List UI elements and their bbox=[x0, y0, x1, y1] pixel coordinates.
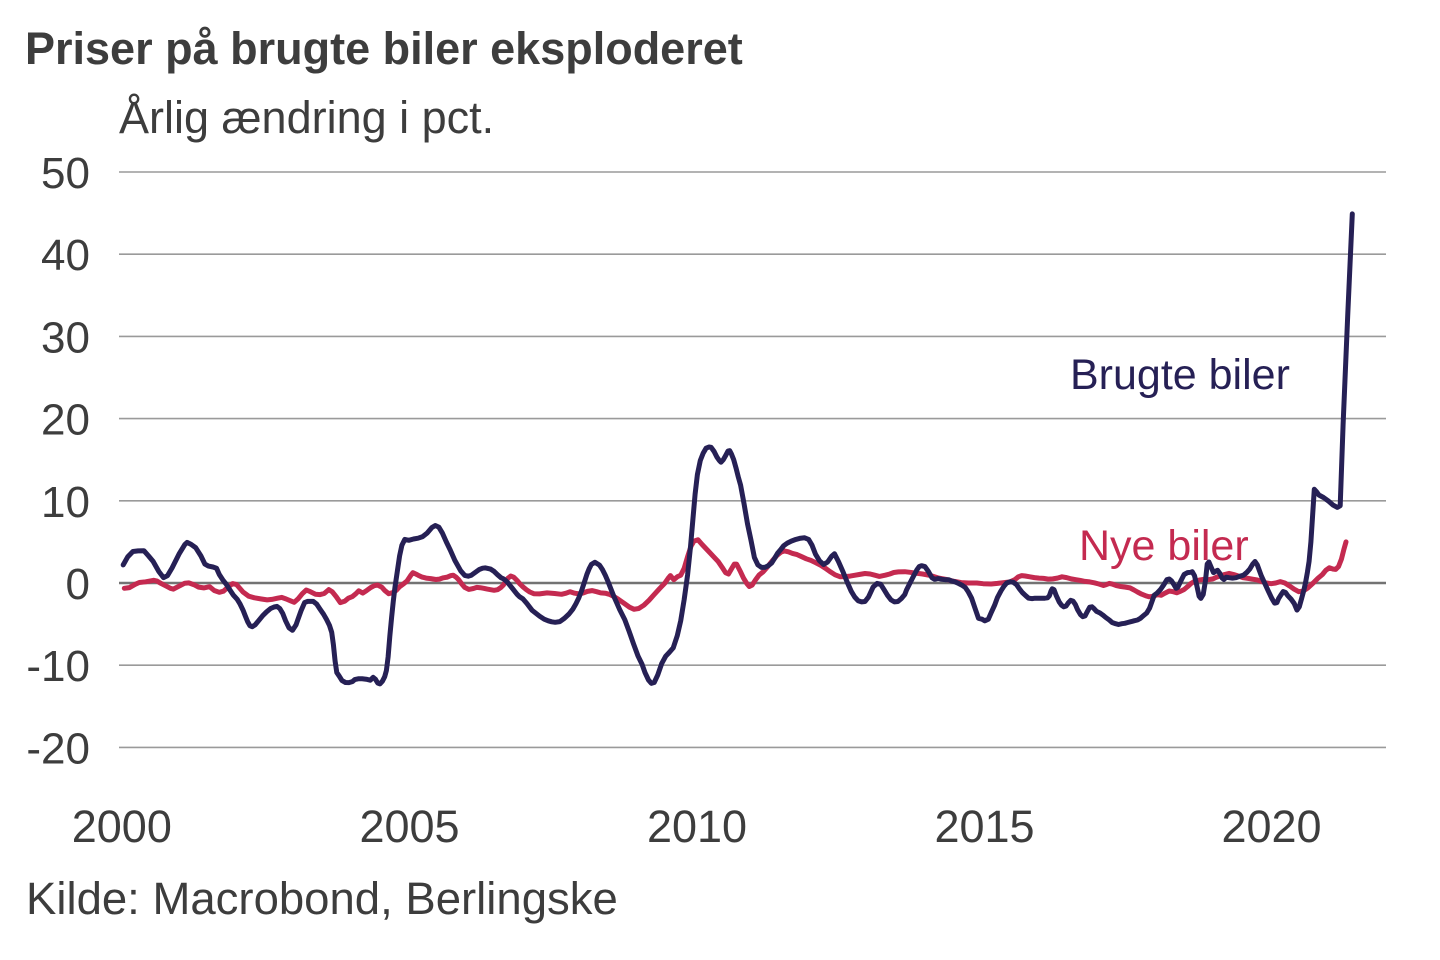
svg-text:Nye biler: Nye biler bbox=[1079, 522, 1249, 570]
svg-text:20: 20 bbox=[41, 396, 90, 445]
svg-text:Årlig ændring i pct.: Årlig ændring i pct. bbox=[119, 92, 494, 143]
svg-text:Brugte biler: Brugte biler bbox=[1070, 351, 1290, 399]
svg-text:-10: -10 bbox=[26, 642, 90, 691]
svg-text:Priser på brugte biler eksplod: Priser på brugte biler eksploderet bbox=[25, 23, 743, 74]
svg-text:0: 0 bbox=[66, 560, 90, 609]
svg-text:40: 40 bbox=[41, 231, 90, 280]
svg-text:10: 10 bbox=[41, 478, 90, 527]
svg-text:30: 30 bbox=[41, 313, 90, 362]
svg-text:-20: -20 bbox=[26, 724, 90, 773]
svg-text:2000: 2000 bbox=[72, 801, 172, 852]
svg-text:2010: 2010 bbox=[647, 801, 747, 852]
svg-text:Kilde: Macrobond, Berlingske: Kilde: Macrobond, Berlingske bbox=[26, 873, 618, 924]
svg-text:2015: 2015 bbox=[934, 801, 1034, 852]
svg-text:2020: 2020 bbox=[1221, 801, 1321, 852]
svg-text:2005: 2005 bbox=[359, 801, 459, 852]
svg-text:50: 50 bbox=[41, 149, 90, 198]
